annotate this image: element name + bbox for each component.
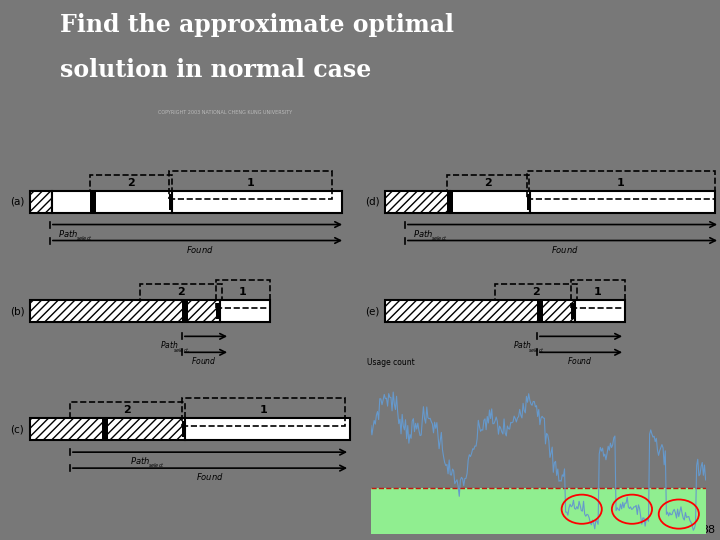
Bar (182, 421, 185, 437)
Text: 2: 2 (127, 178, 135, 187)
Text: $Path$: $Path$ (513, 339, 531, 350)
Bar (385, 191, 450, 213)
Text: (a): (a) (10, 197, 24, 207)
Text: $Found$: $Found$ (551, 244, 579, 254)
Bar (52, 191, 172, 213)
Bar (537, 300, 543, 322)
Text: $Path$: $Path$ (160, 339, 179, 350)
Text: 2: 2 (484, 178, 492, 187)
Text: solution in normal case: solution in normal case (60, 58, 372, 82)
Text: $Path$: $Path$ (58, 227, 78, 239)
Text: 1: 1 (260, 405, 268, 415)
Bar (216, 280, 270, 308)
Bar (220, 300, 270, 322)
Bar (385, 300, 575, 322)
Bar (90, 174, 172, 191)
Text: (e): (e) (365, 306, 379, 316)
Bar (216, 303, 219, 319)
Bar (30, 300, 220, 322)
Text: 2: 2 (123, 405, 131, 415)
Text: 1: 1 (594, 287, 602, 298)
Bar (495, 285, 577, 300)
Bar (182, 398, 345, 426)
Bar (140, 285, 222, 300)
Text: $Path$: $Path$ (413, 227, 433, 239)
Text: $Path$: $Path$ (130, 455, 150, 466)
Text: Usage count: Usage count (367, 357, 415, 367)
Text: 2: 2 (177, 287, 185, 298)
Text: Find the approximate optimal: Find the approximate optimal (60, 13, 454, 37)
Text: 1: 1 (247, 178, 255, 187)
Text: 2: 2 (532, 287, 540, 298)
Bar (527, 171, 715, 199)
Text: $_{select}$: $_{select}$ (431, 234, 448, 242)
Bar (450, 191, 530, 213)
Text: 38: 38 (701, 525, 715, 535)
Bar (169, 171, 332, 199)
Bar (70, 402, 185, 418)
Text: COPYRIGHT 2003 NATIONAL CHENG KUNG UNIVERSITY: COPYRIGHT 2003 NATIONAL CHENG KUNG UNIVE… (158, 110, 292, 116)
Bar (530, 191, 715, 213)
Bar (527, 194, 530, 210)
Bar (447, 191, 453, 213)
Text: (c): (c) (10, 424, 24, 434)
Bar (172, 191, 342, 213)
Text: 1: 1 (239, 287, 247, 298)
Bar (571, 303, 574, 319)
Bar (185, 418, 350, 440)
Text: (d): (d) (365, 197, 379, 207)
Bar (371, 488, 706, 534)
Text: $Found$: $Found$ (567, 355, 593, 366)
Bar (90, 191, 96, 213)
Text: $_{select}$: $_{select}$ (76, 234, 93, 242)
Bar (169, 194, 172, 210)
Text: 1: 1 (617, 178, 625, 187)
Bar (182, 300, 188, 322)
Bar (571, 280, 625, 308)
Bar (575, 300, 625, 322)
Text: $Found$: $Found$ (192, 355, 217, 366)
Bar (102, 418, 108, 440)
Bar (30, 418, 185, 440)
Text: (b): (b) (10, 306, 24, 316)
Text: $_{select}$: $_{select}$ (148, 462, 165, 470)
Text: $_{select}$: $_{select}$ (528, 346, 545, 355)
Text: $_{select,}$: $_{select,}$ (173, 346, 191, 354)
Text: $Found$: $Found$ (196, 471, 224, 482)
Bar (30, 191, 52, 213)
Bar (447, 174, 529, 191)
Text: $Found$: $Found$ (186, 244, 214, 254)
